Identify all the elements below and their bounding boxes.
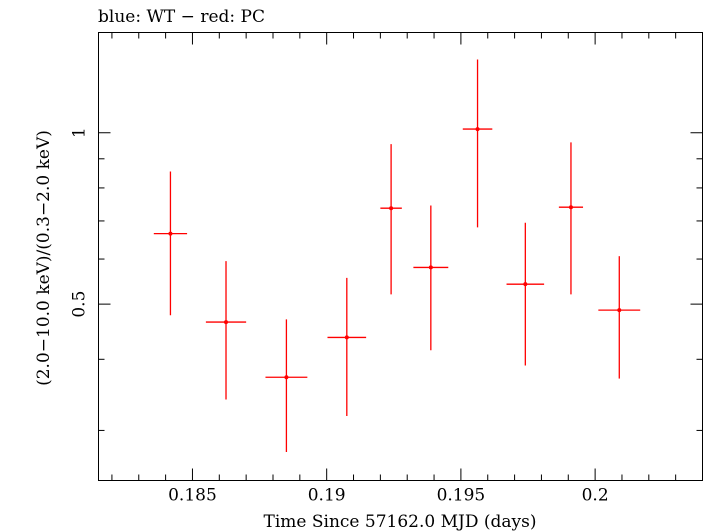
data-series [153,59,641,452]
data-point [389,206,394,211]
x-tick-label: 0.185 [168,486,217,506]
y-tick-label: 1 [70,127,90,138]
data-point [475,127,480,132]
x-tick-label: 0.195 [437,486,486,506]
data-point [617,308,622,313]
y-tick-label: 0.5 [70,291,90,318]
x-axis-label: Time Since 57162.0 MJD (days) [264,512,537,532]
data-point [168,231,173,236]
data-point [224,320,229,325]
data-point [428,265,433,270]
chart-title: blue: WT − red: PC [98,7,265,27]
data-point [344,335,349,340]
y-axis-label: (2.0−10.0 keV)/(0.3−2.0 keV) [34,130,54,386]
plot-frame [98,32,703,481]
y-axis-ticks: 0.51 [70,127,703,431]
data-point [284,375,289,380]
x-tick-label: 0.2 [582,486,609,506]
x-axis-ticks: 0.185 0.19 0.195 0.2 [111,32,703,506]
x-tick-label: 0.19 [308,486,346,506]
data-point [568,205,573,210]
data-point [523,282,528,287]
